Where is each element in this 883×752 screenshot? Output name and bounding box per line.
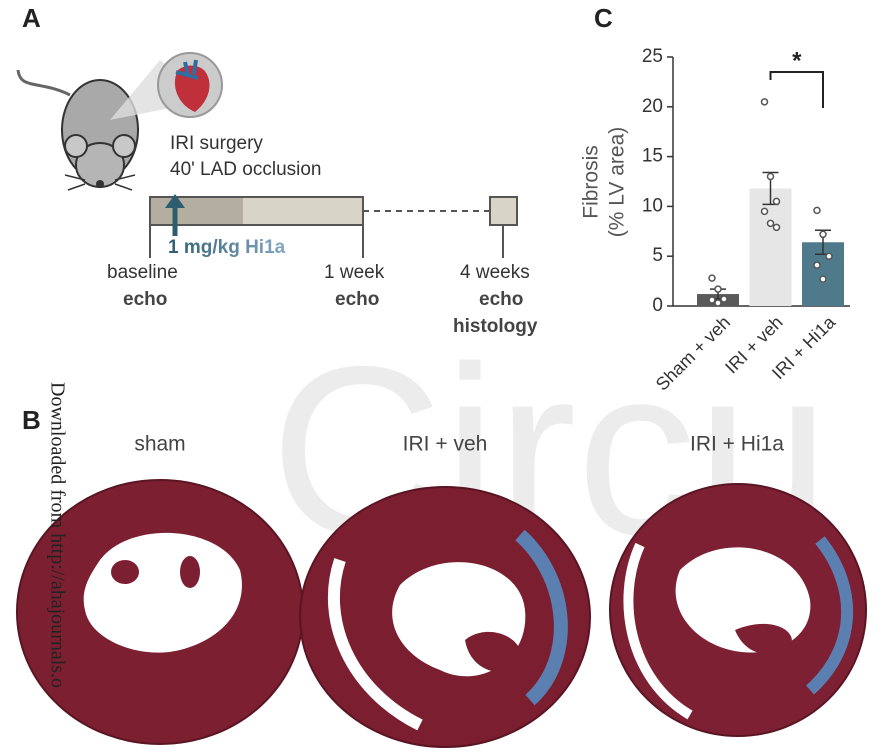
data-point — [708, 274, 716, 282]
mouse-illustration — [16, 52, 223, 191]
measure-label: echo — [479, 289, 523, 310]
timepoint-label: baseline — [107, 262, 178, 283]
dose-label: 1 mg/kg Hi1a — [168, 237, 286, 258]
measure-label: echo — [335, 289, 379, 310]
histology-iri-hi1a — [609, 483, 867, 737]
data-point — [825, 252, 833, 260]
data-point — [714, 299, 722, 307]
y-tick-label: 20 — [642, 96, 663, 117]
data-point — [772, 197, 781, 206]
y-axis-label: (% LV area) — [606, 127, 629, 238]
significance-bracket — [769, 71, 824, 108]
data-point — [772, 223, 781, 232]
y-axis-label: Fibrosis — [580, 145, 603, 219]
histology-iri-veh — [299, 486, 591, 748]
timeline — [149, 194, 518, 258]
y-tick-label: 0 — [652, 295, 663, 316]
panel-label: A — [22, 3, 41, 33]
data-point — [819, 230, 827, 239]
panel-label: C — [594, 3, 613, 33]
y-tick-label: 5 — [652, 245, 663, 266]
timepoint-label: 1 week — [324, 262, 385, 283]
data-point — [766, 219, 775, 228]
timepoint-label: 4 weeks — [460, 262, 530, 283]
y-tick-label: 15 — [642, 146, 663, 167]
y-tick-label: 10 — [642, 195, 663, 216]
measure-label: echo — [123, 289, 167, 310]
data-point — [813, 206, 821, 215]
significance-label: * — [792, 47, 802, 74]
data-point — [813, 261, 821, 269]
data-point — [760, 98, 769, 106]
group-label: IRI + Hi1a — [690, 433, 784, 456]
data-point — [708, 296, 716, 304]
group-label: sham — [134, 433, 185, 456]
surgery-label: IRI surgery — [170, 133, 263, 154]
data-point — [819, 275, 827, 283]
data-point — [760, 207, 769, 216]
group-label: IRI + veh — [403, 433, 488, 456]
data-point — [720, 295, 728, 303]
histology-sham — [16, 479, 304, 745]
bar — [749, 188, 792, 306]
y-tick-label: 25 — [642, 46, 663, 67]
side-watermark: Downloaded from http://ahajournals.o — [46, 382, 68, 688]
panel-label: B — [22, 405, 41, 435]
occlusion-label: 40' LAD occlusion — [170, 159, 322, 180]
measure-label: histology — [453, 316, 538, 337]
data-point — [766, 172, 775, 181]
data-point — [714, 285, 722, 293]
